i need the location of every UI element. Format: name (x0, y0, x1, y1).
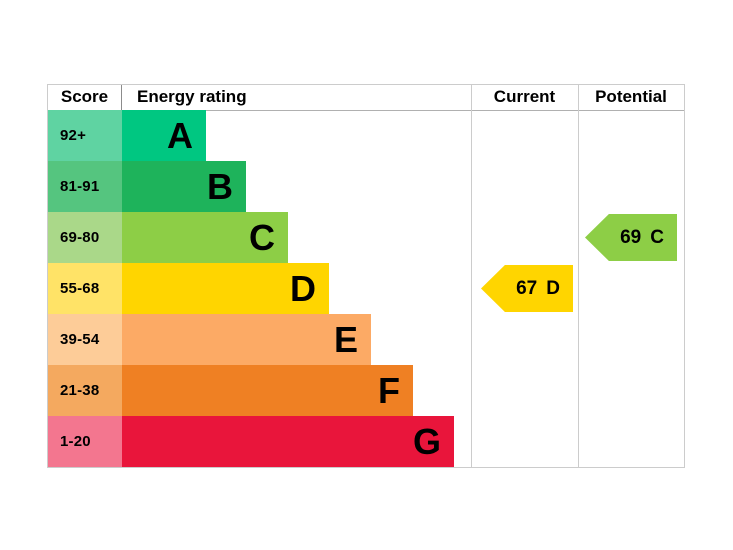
potential-rating-letter: C (650, 226, 664, 248)
score-cell-e: 39-54 (48, 314, 122, 365)
header-current: Current (493, 87, 556, 106)
score-cell-c: 69-80 (48, 212, 122, 263)
band-bar-f: F (122, 365, 413, 416)
score-cell-a: 92+ (48, 110, 122, 161)
header-score: Score (48, 85, 122, 110)
current-rating-arrow: 67 D (481, 265, 573, 312)
band-letter: E (333, 318, 358, 360)
band-letter: A (167, 114, 193, 156)
score-cell-b: 81-91 (48, 161, 122, 212)
header-energy-rating: Energy rating (137, 87, 247, 106)
table-header: Score Energy rating Current Potential (48, 85, 684, 111)
epc-table: Score Energy rating Current Potential 92… (47, 84, 685, 468)
band-bar-g: G (122, 416, 454, 467)
potential-rating-value: 69 (620, 226, 642, 248)
score-cell-d: 55-68 (48, 263, 122, 314)
band-letter: D (290, 267, 316, 309)
band-row-b: 81-91 B (48, 161, 471, 212)
current-rating-value: 67 (516, 277, 538, 299)
band-letter: G (412, 420, 441, 462)
potential-rating-arrow: 69 C (585, 214, 677, 261)
band-bar-c: C (122, 212, 288, 263)
band-letter: B (207, 165, 233, 207)
current-rating-letter: D (546, 277, 560, 299)
column-divider-potential (578, 85, 579, 467)
band-bar-b: B (122, 161, 246, 212)
column-divider-current (471, 85, 472, 467)
band-row-c: 69-80 C (48, 212, 471, 263)
band-row-f: 21-38 F (48, 365, 471, 416)
band-rows: 92+ A 81-91 B 69-80 C 55-68 D 39-54 E 21-38 F 1-20 G (48, 110, 471, 467)
band-bar-a: A (122, 110, 206, 161)
band-row-g: 1-20 G (48, 416, 471, 467)
band-row-d: 55-68 D (48, 263, 471, 314)
band-letter: F (378, 369, 400, 411)
band-row-e: 39-54 E (48, 314, 471, 365)
score-cell-g: 1-20 (48, 416, 122, 467)
band-row-a: 92+ A (48, 110, 471, 161)
band-letter: C (249, 216, 275, 258)
header-potential: Potential (595, 87, 667, 106)
band-bar-e: E (122, 314, 371, 365)
score-cell-f: 21-38 (48, 365, 122, 416)
band-bar-d: D (122, 263, 329, 314)
